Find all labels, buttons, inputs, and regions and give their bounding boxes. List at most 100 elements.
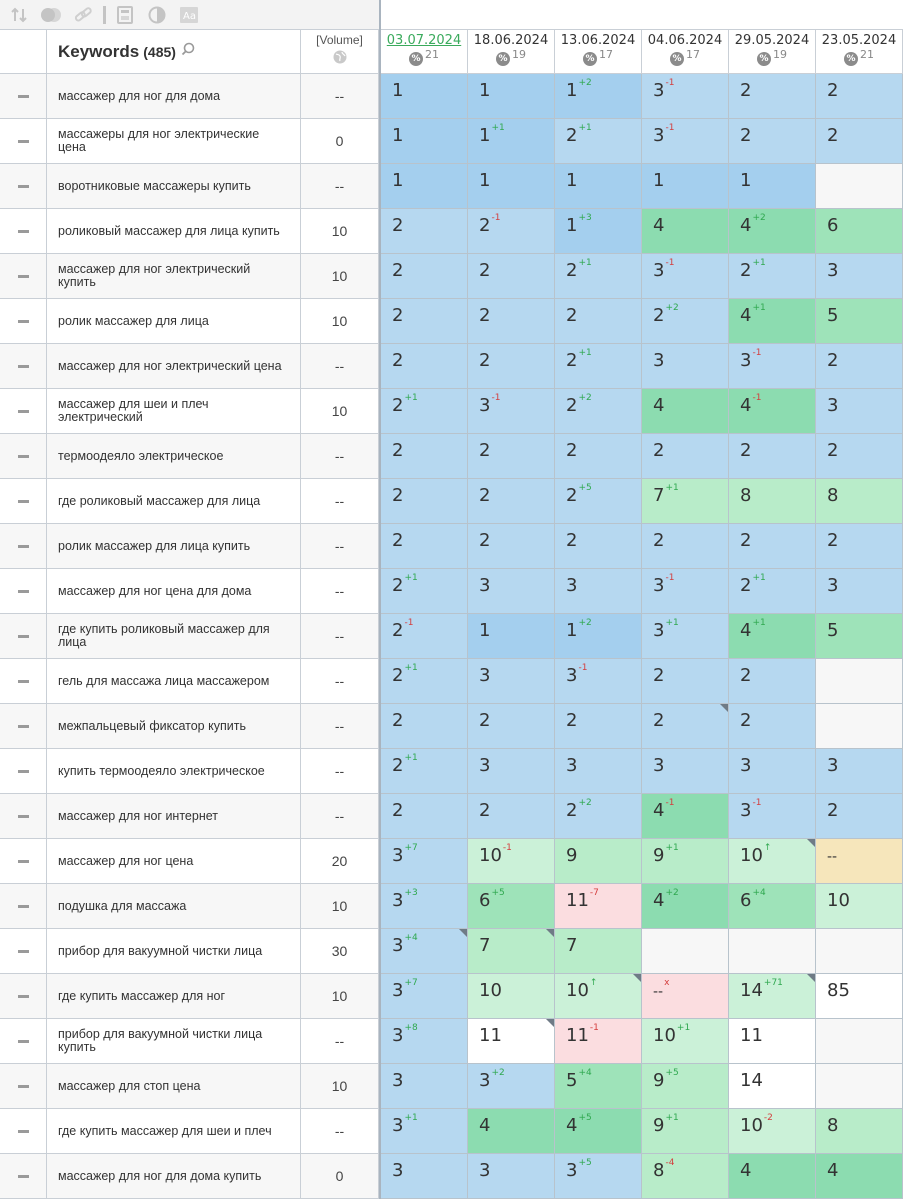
position-cell[interactable]: 2 bbox=[555, 299, 642, 344]
position-cell[interactable]: 2 bbox=[729, 524, 816, 569]
date-label[interactable]: 18.06.2024 bbox=[473, 33, 549, 48]
position-cell[interactable]: 3 bbox=[555, 569, 642, 614]
position-cell[interactable]: 2+1 bbox=[381, 749, 468, 794]
position-cell[interactable]: 2 bbox=[729, 659, 816, 704]
position-cell[interactable]: 3-1 bbox=[468, 389, 555, 434]
position-cell[interactable]: 3+1 bbox=[381, 1109, 468, 1154]
position-cell[interactable]: 6+5 bbox=[468, 884, 555, 929]
position-cell[interactable]: 3 bbox=[381, 1154, 468, 1199]
position-cell[interactable]: 6+4 bbox=[729, 884, 816, 929]
position-cell[interactable]: 3+7 bbox=[381, 974, 468, 1019]
position-cell[interactable]: 11 bbox=[468, 1019, 555, 1064]
keyword-cell[interactable]: где купить массажер для ног bbox=[47, 974, 301, 1019]
position-cell[interactable]: 2 bbox=[468, 479, 555, 524]
position-cell[interactable]: 11 bbox=[729, 1019, 816, 1064]
position-cell[interactable]: 8 bbox=[729, 479, 816, 524]
position-cell[interactable]: 1 bbox=[381, 74, 468, 119]
position-cell[interactable]: 8 bbox=[816, 479, 903, 524]
keyword-cell[interactable]: массажер для ног электрический купить bbox=[47, 254, 301, 299]
keyword-cell[interactable]: массажер для стоп цена bbox=[47, 1064, 301, 1109]
position-cell[interactable]: 3-1 bbox=[729, 794, 816, 839]
position-cell[interactable] bbox=[729, 929, 816, 974]
position-cell[interactable]: 2 bbox=[642, 659, 729, 704]
row-collapse-toggle[interactable] bbox=[0, 704, 47, 749]
row-collapse-toggle[interactable] bbox=[0, 1109, 47, 1154]
row-collapse-toggle[interactable] bbox=[0, 794, 47, 839]
position-cell[interactable]: --x bbox=[642, 974, 729, 1019]
row-collapse-toggle[interactable] bbox=[0, 164, 47, 209]
position-cell[interactable]: 10+1 bbox=[642, 1019, 729, 1064]
keyword-cell[interactable]: массажер для ног интернет bbox=[47, 794, 301, 839]
position-cell[interactable]: 4-1 bbox=[642, 794, 729, 839]
position-cell[interactable]: 10 bbox=[468, 974, 555, 1019]
keyword-cell[interactable]: массажер для ног цена для дома bbox=[47, 569, 301, 614]
keyword-cell[interactable]: массажер для ног электрический цена bbox=[47, 344, 301, 389]
position-cell[interactable]: 3 bbox=[555, 749, 642, 794]
position-cell[interactable]: 9+1 bbox=[642, 839, 729, 884]
position-cell[interactable]: 2 bbox=[468, 254, 555, 299]
position-cell[interactable]: 4 bbox=[816, 1154, 903, 1199]
position-cell[interactable]: 3 bbox=[816, 389, 903, 434]
position-cell[interactable]: 8 bbox=[816, 1109, 903, 1154]
position-cell[interactable]: 2 bbox=[642, 434, 729, 479]
position-cell[interactable]: 11-1 bbox=[555, 1019, 642, 1064]
row-collapse-toggle[interactable] bbox=[0, 434, 47, 479]
position-cell[interactable]: 3-1 bbox=[642, 569, 729, 614]
position-cell[interactable]: 2 bbox=[729, 434, 816, 479]
row-collapse-toggle[interactable] bbox=[0, 569, 47, 614]
keyword-cell[interactable]: массажер для шеи и плеч электрический bbox=[47, 389, 301, 434]
position-cell[interactable]: 4+2 bbox=[729, 209, 816, 254]
row-collapse-toggle[interactable] bbox=[0, 389, 47, 434]
position-cell[interactable]: 3 bbox=[468, 659, 555, 704]
position-cell[interactable]: 3-1 bbox=[642, 74, 729, 119]
position-cell[interactable]: 10↑ bbox=[729, 839, 816, 884]
position-cell[interactable]: 6 bbox=[816, 209, 903, 254]
position-cell[interactable]: 3+4 bbox=[381, 929, 468, 974]
position-cell[interactable]: 2 bbox=[555, 704, 642, 749]
position-cell[interactable]: 10-2 bbox=[729, 1109, 816, 1154]
position-cell[interactable]: 2+2 bbox=[555, 389, 642, 434]
sort-icon[interactable] bbox=[6, 5, 32, 25]
keyword-cell[interactable]: роликовый массажер для лица купить bbox=[47, 209, 301, 254]
position-cell[interactable]: 3 bbox=[816, 254, 903, 299]
position-cell[interactable]: 2 bbox=[729, 704, 816, 749]
position-cell[interactable]: 3 bbox=[468, 749, 555, 794]
keyword-cell[interactable]: прибор для вакуумной чистки лица купить bbox=[47, 1019, 301, 1064]
position-cell[interactable]: 3 bbox=[729, 749, 816, 794]
position-cell[interactable]: 2+2 bbox=[555, 794, 642, 839]
keyword-cell[interactable]: прибор для вакуумной чистки лица bbox=[47, 929, 301, 974]
position-cell[interactable]: 3-1 bbox=[555, 659, 642, 704]
position-cell[interactable]: 2+1 bbox=[729, 569, 816, 614]
row-collapse-toggle[interactable] bbox=[0, 254, 47, 299]
position-cell[interactable]: 4-1 bbox=[729, 389, 816, 434]
position-cell[interactable]: 2+1 bbox=[555, 119, 642, 164]
position-cell[interactable]: 2 bbox=[729, 119, 816, 164]
position-cell[interactable]: 8-4 bbox=[642, 1154, 729, 1199]
row-collapse-toggle[interactable] bbox=[0, 614, 47, 659]
position-cell[interactable]: 3 bbox=[468, 1154, 555, 1199]
contrast-icon[interactable] bbox=[144, 5, 170, 25]
date-column-header[interactable]: 04.06.2024% 17 bbox=[642, 29, 729, 74]
date-label[interactable]: 29.05.2024 bbox=[734, 33, 810, 48]
date-column-header[interactable]: 18.06.2024% 19 bbox=[468, 29, 555, 74]
date-column-header[interactable]: 23.05.2024% 21 bbox=[816, 29, 903, 74]
position-cell[interactable]: 3 bbox=[468, 569, 555, 614]
keyword-cell[interactable]: массажер для ног цена bbox=[47, 839, 301, 884]
keyword-cell[interactable]: межпальцевый фиксатор купить bbox=[47, 704, 301, 749]
position-cell[interactable]: 2 bbox=[555, 524, 642, 569]
position-cell[interactable]: 4 bbox=[468, 1109, 555, 1154]
row-collapse-toggle[interactable] bbox=[0, 299, 47, 344]
position-cell[interactable]: 3+3 bbox=[381, 884, 468, 929]
position-cell[interactable] bbox=[816, 1064, 903, 1109]
row-collapse-toggle[interactable] bbox=[0, 209, 47, 254]
position-cell[interactable]: 4+1 bbox=[729, 299, 816, 344]
position-cell[interactable]: 5+4 bbox=[555, 1064, 642, 1109]
position-cell[interactable]: 2 bbox=[816, 119, 903, 164]
row-collapse-toggle[interactable] bbox=[0, 839, 47, 884]
volume-header[interactable]: [Volume] bbox=[301, 29, 379, 74]
position-cell[interactable]: 2 bbox=[468, 434, 555, 479]
position-cell[interactable]: 9 bbox=[555, 839, 642, 884]
position-cell[interactable]: 1 bbox=[729, 164, 816, 209]
position-cell[interactable]: 3+2 bbox=[468, 1064, 555, 1109]
position-cell[interactable] bbox=[816, 164, 903, 209]
